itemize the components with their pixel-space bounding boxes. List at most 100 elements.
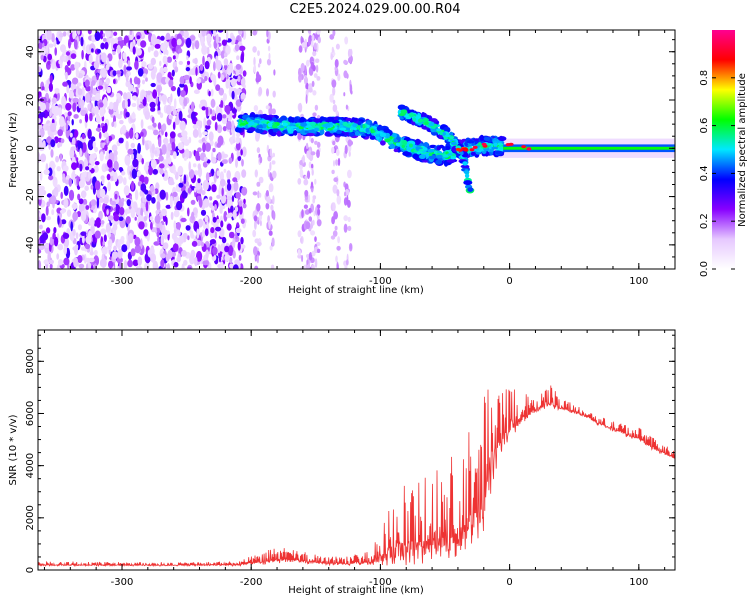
spectrogram-noise-mark (142, 135, 145, 146)
spectrogram-noise-mark (192, 207, 198, 216)
spectrogram-noise-mark (87, 128, 92, 140)
spectrogram-noise-mark (179, 120, 186, 131)
spectrogram-noise-mark (202, 179, 209, 191)
spectrogram-noise-mark (57, 259, 64, 266)
spectrogram-noise-mark (113, 245, 117, 252)
spectrogram-ridge-mark (271, 128, 280, 133)
spectrogram-noise-mark (96, 197, 100, 209)
spectrogram-noise-mark (256, 181, 261, 187)
spectrogram-noise-mark (271, 237, 275, 247)
spectrogram-noise-mark (152, 89, 158, 99)
spectrogram-noise-mark (189, 254, 195, 265)
spectrogram-noise-mark (132, 95, 137, 101)
spectrogram-noise-mark (154, 38, 161, 45)
spectrogram-noise-mark (186, 55, 189, 61)
spectrogram-noise-mark (72, 97, 79, 103)
spectrogram-noise-mark (143, 229, 149, 237)
spectrogram-noise-mark (336, 245, 341, 251)
spectrogram-noise-mark (259, 156, 263, 164)
spectrogram-noise-mark (79, 163, 83, 172)
spectrogram-noise-mark (256, 254, 259, 264)
spectrogram-noise-mark (99, 197, 104, 203)
spectrogram-noise-mark (70, 64, 76, 71)
spectrogram-noise-mark (178, 182, 184, 188)
spectrogram-noise-mark (220, 193, 227, 204)
spectrogram-noise-mark (268, 230, 273, 236)
spectrogram-noise-mark (38, 118, 41, 124)
spectrogram-noise-mark (119, 207, 125, 216)
spectrogram-noise-mark (51, 209, 55, 216)
spectrogram-noise-mark (66, 209, 72, 217)
spectrogram-noise-mark (178, 96, 185, 104)
spectrogram-noise-mark (177, 165, 184, 176)
spectrogram-noise-mark (332, 99, 336, 105)
spectrogram-noise-mark (266, 88, 269, 97)
spectrogram-noise-mark (226, 182, 232, 191)
spectrogram-noise-mark (113, 150, 118, 157)
spectrogram-noise-mark (232, 238, 236, 249)
spectrogram-noise-mark (85, 85, 91, 92)
spectrogram-noise-mark (157, 110, 161, 115)
spectrogram-noise-mark (221, 236, 227, 244)
spectrogram-noise-mark (240, 218, 245, 224)
spectrogram-noise-mark (118, 138, 124, 144)
spectrogram-ridge-mark (332, 119, 340, 124)
spectrogram-ridge-mark (401, 144, 406, 149)
spectrogram-noise-mark (162, 66, 168, 73)
spectrogram-noise-mark (192, 124, 199, 129)
spectrogram-noise-mark (332, 30, 336, 37)
spectrogram-noise-mark (50, 139, 56, 148)
spectrogram-ridge-mark (393, 138, 398, 143)
spectrogram-noise-mark (265, 202, 270, 210)
spectrogram-noise-mark (84, 171, 87, 178)
spectrogram-noise-mark (241, 186, 248, 196)
spectrogram-noise-mark (91, 48, 94, 53)
spectrogram-noise-mark (75, 68, 80, 78)
spectrogram-noise-mark (335, 255, 338, 263)
spectrogram-noise-mark (112, 70, 117, 77)
spectrogram-noise-mark (95, 92, 101, 102)
spectrogram-noise-mark (203, 156, 208, 162)
spectrogram-noise-mark (196, 77, 202, 84)
spectrogram-noise-mark (253, 246, 258, 256)
spectrogram-noise-mark (70, 53, 77, 59)
spectrogram-noise-mark (57, 243, 64, 251)
spectrogram-noise-mark (204, 215, 209, 223)
spectrogram-noise-mark (195, 181, 202, 190)
spectrogram-ridge-mark (493, 142, 498, 147)
spectrogram-noise-mark (75, 157, 79, 162)
spectrogram-noise-mark (157, 86, 161, 97)
spectrogram-noise-mark (147, 165, 151, 173)
spectrogram-noise-mark (124, 155, 131, 166)
spectrogram-noise-mark (218, 87, 224, 96)
spectrogram-noise-mark (232, 177, 238, 183)
spectrogram-ridge-mark (326, 116, 335, 123)
spectrogram-ridge-mark (268, 128, 274, 135)
spectrogram-ridge-mark (289, 123, 294, 126)
spectrogram-noise-mark (100, 258, 107, 268)
spectrogram-noise-mark (127, 259, 133, 268)
spectrogram-noise-mark (239, 205, 243, 215)
spectrogram-noise-mark (128, 233, 134, 244)
snr-marks (38, 385, 675, 568)
snr-x-tick-label: -300 (111, 577, 134, 588)
spectrogram-noise-mark (73, 39, 78, 50)
spectrogram-noise-mark (189, 35, 196, 41)
spectrogram-noise-mark (89, 217, 95, 227)
spectrogram-noise-mark (196, 195, 202, 201)
spectrogram-noise-mark (38, 112, 46, 118)
spectrogram-noise-mark (234, 206, 239, 212)
spectrogram-noise-mark (70, 146, 77, 151)
spectrogram-noise-mark (175, 230, 181, 237)
spectrogram-noise-mark (170, 85, 176, 92)
spectrogram-ridge-mark (422, 117, 429, 123)
spectrogram-noise-mark (150, 221, 153, 230)
spectrogram-noise-mark (308, 251, 313, 261)
spectrogram-noise-mark (47, 167, 53, 177)
spectrogram-noise-mark (48, 175, 54, 181)
spectrogram-ridge-mark (318, 123, 322, 127)
spectrogram-noise-mark (145, 77, 148, 82)
spectrogram-noise-mark (268, 220, 271, 229)
spectrogram-noise-mark (65, 122, 69, 131)
